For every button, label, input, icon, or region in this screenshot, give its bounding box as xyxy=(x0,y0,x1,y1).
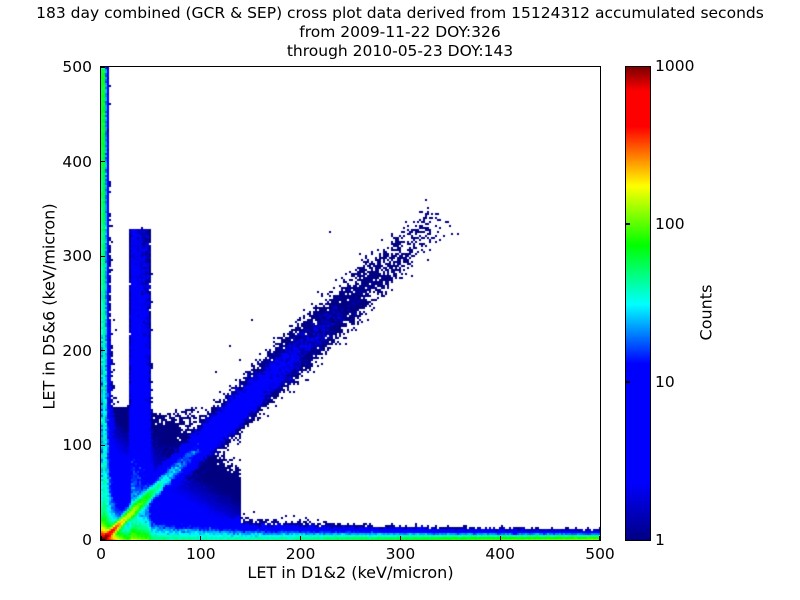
colorbar-tick-label: 1000 xyxy=(655,57,695,75)
plot-title: 183 day combined (GCR & SEP) cross plot … xyxy=(0,4,800,61)
x-tick-label: 0 xyxy=(96,545,106,563)
x-tick-label: 300 xyxy=(385,545,416,563)
x-tick-label: 500 xyxy=(585,545,615,563)
colorbar-label: Counts xyxy=(696,284,716,341)
y-tick-mark xyxy=(100,539,105,541)
colorbar-tick-mark xyxy=(625,223,630,225)
y-tick-mark xyxy=(100,444,105,447)
x-tick-mark xyxy=(200,536,202,541)
y-tick-mark xyxy=(100,66,105,68)
y-tick-mark xyxy=(100,255,105,257)
colorbar xyxy=(625,66,651,541)
x-tick-mark xyxy=(399,536,402,541)
y-tick-mark xyxy=(100,350,105,352)
y-tick-label: 200 xyxy=(62,341,92,360)
colorbar-tick-mark xyxy=(625,381,630,383)
y-tick-label: 500 xyxy=(62,58,92,76)
y-tick-label: 400 xyxy=(62,152,92,171)
y-tick-label: 100 xyxy=(62,436,92,455)
y-tick-mark xyxy=(100,160,105,163)
title-line-2: from 2009-11-22 DOY:326 xyxy=(299,23,501,41)
plot-axes xyxy=(100,66,601,541)
colorbar-tick-label: 100 xyxy=(655,215,685,233)
x-tick-label: 200 xyxy=(285,545,316,563)
x-tick-label: 400 xyxy=(485,545,515,563)
x-axis-label: LET in D1&2 (keV/micron) xyxy=(247,563,454,582)
x-tick-mark xyxy=(599,536,601,541)
x-tick-mark xyxy=(100,536,102,541)
y-axis-label: LET in D5&6 (keV/micron) xyxy=(39,203,59,410)
title-line-1: 183 day combined (GCR & SEP) cross plot … xyxy=(36,4,764,22)
y-tick-label: 300 xyxy=(62,247,92,266)
colorbar-gradient xyxy=(626,67,650,540)
x-tick-mark xyxy=(299,536,302,541)
colorbar-tick-label: 1 xyxy=(655,531,665,549)
scatter-density-layer xyxy=(101,67,600,540)
x-tick-label: 100 xyxy=(186,545,216,563)
y-tick-label: 0 xyxy=(82,531,92,549)
x-tick-mark xyxy=(499,536,501,541)
colorbar-tick-label: 10 xyxy=(655,373,675,391)
title-line-3: through 2010-05-23 DOY:143 xyxy=(286,42,514,60)
